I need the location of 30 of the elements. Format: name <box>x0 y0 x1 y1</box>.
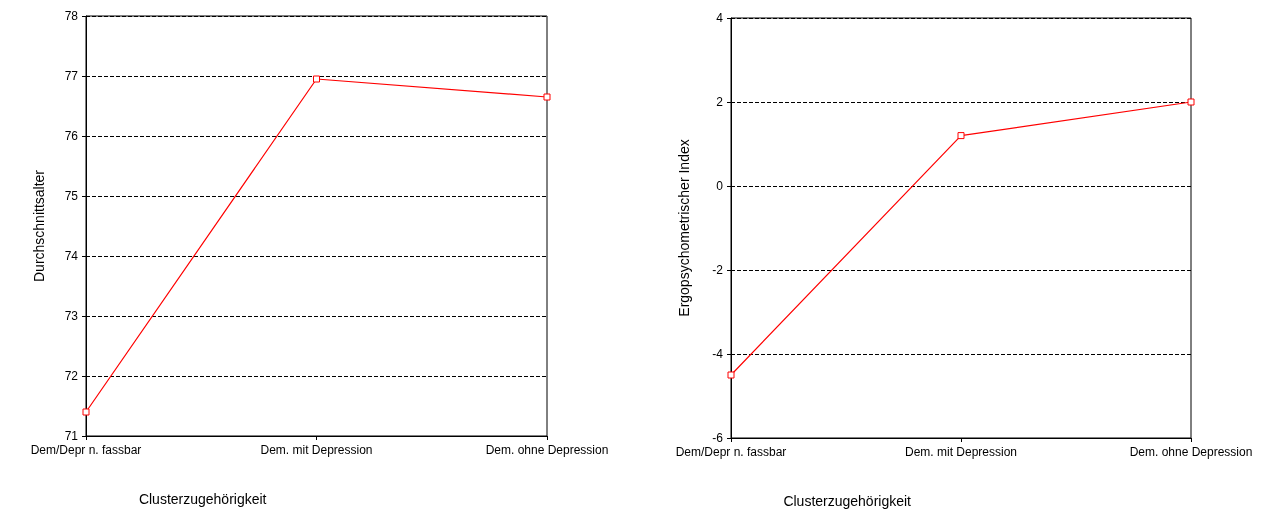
y-tick-label: 73 <box>64 309 79 323</box>
y-tick-label: 77 <box>64 69 79 83</box>
y-tick-label: 74 <box>64 249 79 263</box>
y-tick-label: -2 <box>712 263 724 277</box>
y-tick-label: 76 <box>64 129 79 143</box>
point <box>727 371 735 379</box>
x-tick-label: Dem. mit Depression <box>260 443 373 457</box>
y-axis-title: Durchschnittsalter <box>31 169 47 283</box>
x-axis-title: Clusterzugehörigkeit <box>138 491 267 507</box>
y-tick-label: 75 <box>64 189 79 203</box>
point <box>82 408 90 416</box>
y-tick-label: 0 <box>716 179 724 193</box>
y-tick-label: -4 <box>712 347 724 361</box>
point <box>957 132 965 140</box>
point <box>313 75 320 83</box>
y-axis-title: Ergopsychometrischer Index <box>676 139 692 317</box>
y-tick-label: 4 <box>716 11 724 25</box>
point <box>1187 98 1195 106</box>
y-tick-label: 71 <box>64 429 79 443</box>
y-tick-label: -6 <box>712 431 724 445</box>
x-tick-label: Dem/Depr n. fassbar <box>30 443 142 457</box>
x-axis-title: Clusterzugehörigkeit <box>783 493 912 509</box>
y-tick-label: 2 <box>716 95 724 109</box>
y-tick-label: 72 <box>64 369 79 383</box>
x-tick-label: Dem. ohne Depression <box>485 443 609 457</box>
x-tick-label: Dem. ohne Depression <box>1129 445 1253 459</box>
y-tick-label: 78 <box>64 9 79 23</box>
x-tick-label: Dem. mit Depression <box>904 445 1018 459</box>
x-tick-label: Dem/Depr n. fassbar <box>675 445 787 459</box>
point <box>543 93 551 101</box>
